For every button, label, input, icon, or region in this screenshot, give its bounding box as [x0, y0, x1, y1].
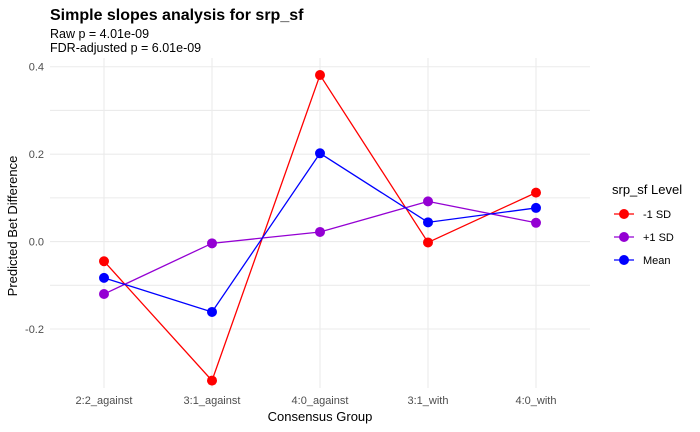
- chart-title: Simple slopes analysis for srp_sf: [50, 7, 304, 24]
- legend: srp_sf Level -1 SD +1 SD Mean: [612, 182, 682, 267]
- y-axis-ticks: 0.4 0.2 0.0 -0.2: [25, 62, 44, 336]
- legend-title: srp_sf Level: [612, 182, 682, 197]
- legend-key-point: [619, 209, 629, 219]
- chart-subtitle-fdr-p: FDR-adjusted p = 6.01e-09: [50, 41, 201, 55]
- data-point: [423, 196, 433, 207]
- data-point: [423, 217, 433, 228]
- x-tick-label: 3:1_with: [408, 395, 449, 407]
- data-point: [99, 289, 109, 300]
- data-point: [423, 237, 433, 248]
- data-point: [315, 226, 325, 237]
- data-point: [315, 70, 325, 81]
- y-tick-label: -0.2: [25, 324, 44, 336]
- series-points: [99, 70, 541, 386]
- x-tick-label: 4:0_against: [292, 395, 349, 407]
- x-tick-label: 3:1_against: [184, 395, 241, 407]
- legend-label: +1 SD: [643, 232, 674, 244]
- data-point: [207, 375, 217, 386]
- x-tick-label: 2:2_against: [76, 395, 133, 407]
- x-axis-title: Consensus Group: [268, 409, 373, 424]
- legend-key-point: [619, 255, 629, 265]
- legend-label: -1 SD: [643, 209, 671, 221]
- legend-key-point: [619, 232, 629, 242]
- data-point: [99, 272, 109, 283]
- y-tick-label: 0.2: [29, 149, 44, 161]
- data-point: [531, 202, 541, 213]
- x-axis-ticks: 2:2_against 3:1_against 4:0_against 3:1_wit…: [76, 395, 557, 407]
- data-point: [207, 238, 217, 249]
- data-point: [531, 187, 541, 198]
- legend-label: Mean: [643, 255, 671, 267]
- data-point: [315, 148, 325, 159]
- data-point: [207, 306, 217, 317]
- y-axis-title: Predicted Bet Difference: [5, 156, 20, 297]
- legend-items: -1 SD +1 SD Mean: [614, 209, 674, 267]
- y-tick-label: 0.0: [29, 237, 44, 249]
- data-point: [531, 217, 541, 228]
- y-tick-label: 0.4: [29, 62, 44, 74]
- grid-lines: [50, 58, 590, 388]
- data-point: [99, 256, 109, 267]
- chart-subtitle-raw-p: Raw p = 4.01e-09: [50, 27, 149, 41]
- x-tick-label: 4:0_with: [516, 395, 557, 407]
